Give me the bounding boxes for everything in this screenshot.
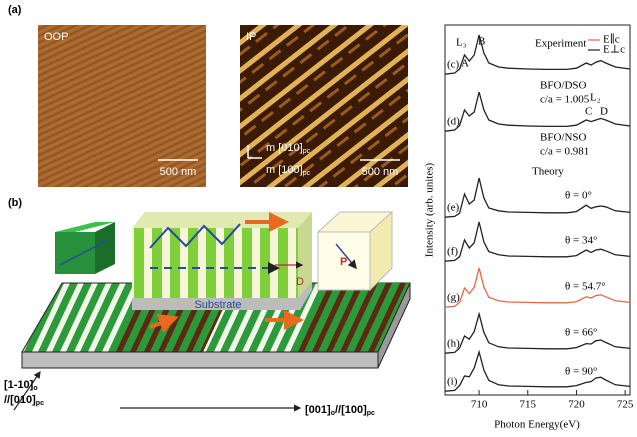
curve-label: (f)	[447, 246, 458, 258]
axis-text: //[010]	[4, 394, 36, 406]
annotation: L₃	[456, 37, 467, 49]
annotation: Theory	[532, 166, 564, 178]
x-tick-label: 720	[568, 399, 585, 411]
x-axis-label: Photon Energy(eV)	[494, 419, 580, 431]
axis-text: m [100]	[266, 164, 303, 176]
annotation: θ = 66°	[565, 327, 597, 339]
plot-frame	[445, 25, 630, 395]
p-label: P	[340, 256, 347, 268]
axis-sub: pc	[367, 410, 375, 417]
axis-text: [001]	[305, 404, 331, 416]
annotation: D	[600, 106, 608, 118]
scale-label: 500 nm	[362, 166, 399, 178]
axis-sub: pc	[303, 170, 311, 177]
slab-front	[22, 352, 378, 368]
substrate-label: Substrate	[194, 299, 241, 311]
curve-label: (g)	[447, 292, 460, 304]
annotation: A	[461, 58, 469, 70]
annotation: BFO/NSO	[540, 132, 587, 144]
block-front	[132, 228, 298, 298]
annotation: c/a = 1.005	[540, 94, 590, 106]
axis-text: [1-10]	[4, 379, 34, 391]
x-tick-label: 715	[520, 399, 537, 411]
cube-side	[95, 222, 115, 274]
annotation: θ = 34°	[565, 235, 597, 247]
spectrum	[445, 314, 630, 353]
image-label: OOP	[44, 31, 68, 43]
axis-sub: o	[33, 385, 37, 392]
spectrum	[445, 222, 630, 261]
afm-image	[240, 25, 408, 187]
axis-label: //[010]pc	[4, 394, 44, 407]
curve-label: (i)	[447, 376, 458, 388]
curve-label: (c)	[447, 59, 460, 71]
annotation: B	[478, 36, 485, 48]
cube-front	[55, 232, 95, 274]
x-tick-label: 710	[471, 399, 488, 411]
annotation: θ = 54.7°	[565, 281, 606, 293]
y-axis-label: Intensity (arb. unites)	[424, 162, 436, 257]
panel-label: (a)	[8, 4, 22, 16]
panel-label: (b)	[8, 197, 22, 209]
x-tick-label: 725	[617, 399, 634, 411]
axis-sub: pc	[303, 148, 311, 155]
axis-label: [001]o//[100]pc	[305, 404, 375, 417]
spectrum	[445, 352, 630, 391]
figure: (a) OOP 500 nm IP m [010]pc m [100]pc 50…	[0, 0, 637, 437]
annotation: L₂	[590, 92, 601, 104]
annotation: Experiment	[535, 38, 586, 50]
annotation: θ = 90°	[565, 366, 597, 378]
spectrum	[445, 178, 630, 217]
annotation: BFO/DSO	[540, 80, 587, 92]
axis-text: //[100]	[335, 404, 367, 416]
afm-image	[38, 25, 206, 187]
annotation: c/a = 0.981	[540, 146, 589, 158]
legend-label: E⊥c	[603, 44, 625, 56]
scale-label: 500 nm	[160, 166, 197, 178]
axis-label: [1-10]o	[4, 379, 38, 392]
axis-text: m [010]	[266, 142, 303, 154]
curve-label: (d)	[447, 116, 460, 128]
image-label: IP	[246, 31, 256, 43]
d-label: D	[296, 276, 304, 288]
annotation: θ = 0°	[565, 190, 592, 202]
axis-sub: pc	[36, 400, 44, 407]
curve-label: (h)	[447, 338, 460, 350]
curve-label: (e)	[447, 202, 460, 214]
annotation: C	[585, 106, 592, 118]
